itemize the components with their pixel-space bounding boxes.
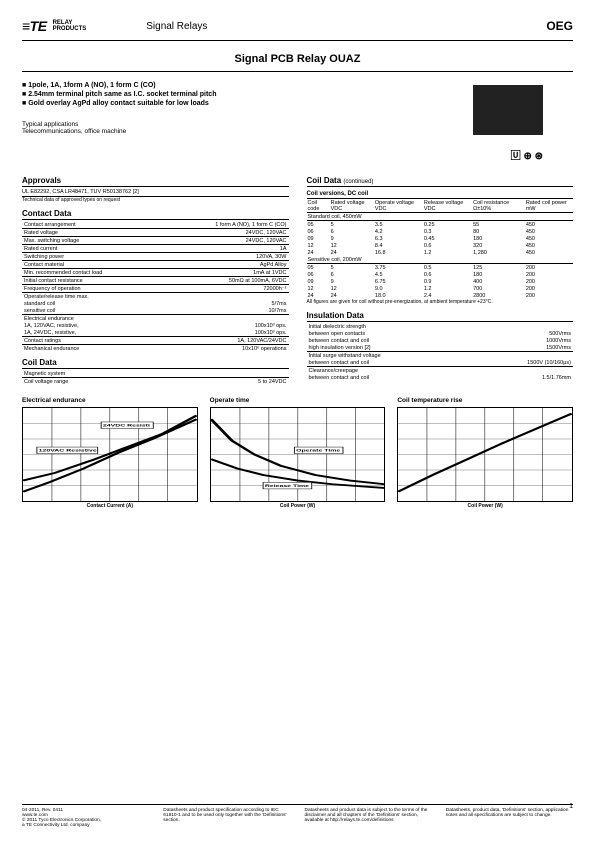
chart-frame — [397, 407, 573, 502]
coil-data-right-title: Coil Data (continued) — [307, 176, 574, 187]
approvals-title: Approvals — [22, 176, 289, 187]
oeg-label: OEG — [546, 19, 573, 33]
approvals-text: UL E82292, CSA LR48471, TUV R50138762 [2… — [22, 188, 289, 197]
chart-title: Electrical endurance — [22, 397, 198, 404]
page-title: Signal PCB Relay OUAZ — [22, 49, 573, 72]
approvals-note: Technical data of approved types on requ… — [22, 197, 289, 203]
page-footer: 04-2011, Rev. 0411 www.te.com © 2011 Tyc… — [22, 804, 573, 828]
coil-versions-note: All figures are given for coil without p… — [307, 299, 574, 305]
x-axis-label: Coil Power (W) — [210, 503, 386, 509]
te-logo: ≡TE RELAY PRODUCTS — [22, 18, 86, 34]
x-axis-label: Contact Current (A) — [22, 503, 198, 509]
coil-versions-table: Coil codeRated voltage VDCOperate voltag… — [307, 199, 574, 299]
footer-col: Datasheets and product specification acc… — [163, 808, 290, 828]
applications-text: Typical applications Telecommunications,… — [22, 121, 126, 135]
applications-label: Typical applications — [22, 121, 126, 128]
coil-versions-subtitle: Coil versions, DC coil — [307, 191, 574, 199]
applications-body: Telecommunications, office machine — [22, 128, 126, 135]
relay-products-label: RELAY PRODUCTS — [53, 20, 87, 32]
svg-text:24VDC Resisti: 24VDC Resisti — [103, 424, 151, 428]
insulation-table: Initial dielectric strength between open… — [307, 323, 574, 381]
footer-col: Datasheets, product data, 'Definitions' … — [446, 808, 573, 828]
charts-row: Electrical endurance Operation (x 10³) 2… — [22, 397, 573, 509]
relay-photo — [473, 85, 543, 135]
insulation-title: Insulation Data — [307, 311, 574, 322]
signal-relays-label: Signal Relays — [146, 21, 207, 32]
data-columns: Approvals UL E82292, CSA LR48471, TUV R5… — [22, 170, 573, 385]
coil-data-left-title: Coil Data — [22, 358, 289, 369]
applications-row: Typical applications Telecommunications,… — [22, 121, 573, 135]
brand-mark: ≡TE — [22, 18, 47, 34]
chart-title: Coil temperature rise — [397, 397, 573, 404]
coil-data-left-table: Magnetic systemCoil voltage range5 to 24… — [22, 370, 289, 385]
certification-marks: 🅄 ⊕ ⊛ — [22, 147, 573, 162]
page-header: ≡TE RELAY PRODUCTS Signal Relays OEG — [22, 18, 573, 41]
svg-text:Release Time: Release Time — [265, 484, 309, 488]
footer-col: 04-2011, Rev. 0411 www.te.com © 2011 Tyc… — [22, 808, 149, 828]
svg-text:120VAC Resistive: 120VAC Resistive — [39, 449, 97, 453]
chart-temp: Coil temperature rise Temp Rise (°C) Coi… — [397, 397, 573, 509]
footer-col: Datasheets and product data is subject t… — [305, 808, 432, 828]
right-column: Coil Data (continued) Coil versions, DC … — [307, 170, 574, 385]
contact-data-table: Contact arrangement1 form A (NO), 1 form… — [22, 221, 289, 352]
chart-operate: Operate time Time (msec.) Operate TimeRe… — [210, 397, 386, 509]
contact-data-title: Contact Data — [22, 209, 289, 220]
left-column: Approvals UL E82292, CSA LR48471, TUV R5… — [22, 170, 289, 385]
chart-frame: 24VDC Resisti 120VAC Resistive — [22, 407, 198, 502]
chart-title: Operate time — [210, 397, 386, 404]
x-axis-label: Coil Power (W) — [397, 503, 573, 509]
chart-frame: Operate Time Release Time — [210, 407, 386, 502]
chart-electrical: Electrical endurance Operation (x 10³) 2… — [22, 397, 198, 509]
svg-text:Operate Time: Operate Time — [296, 449, 340, 453]
